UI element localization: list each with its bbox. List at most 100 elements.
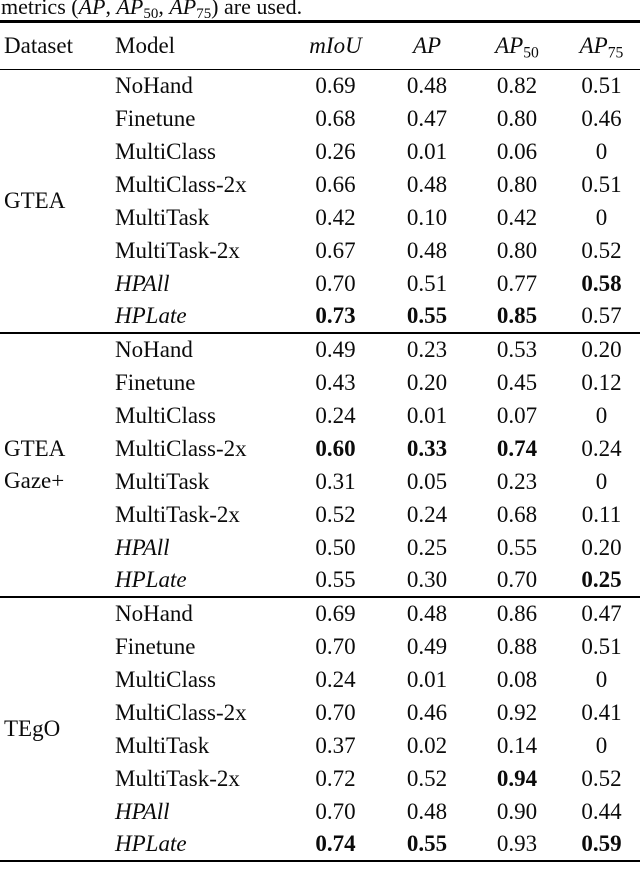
caption-text-prefix: metrics ( xyxy=(1,0,79,19)
ap75-cell: 0.51 xyxy=(581,72,622,98)
ap50-cell: 0.07 xyxy=(496,402,538,428)
miou-cell: 0.70 xyxy=(315,699,356,725)
ap-cell: 0.46 xyxy=(406,699,448,725)
col-header-ap75: AP75 xyxy=(579,32,624,62)
table-row: HPLate 0.55 0.30 0.70 0.25 xyxy=(0,564,640,597)
model-cell: HPAll xyxy=(115,270,170,296)
miou-cell: 0.24 xyxy=(315,666,356,692)
ap50-cell: 0.14 xyxy=(496,732,538,758)
ap-cell: 0.48 xyxy=(406,798,448,824)
col-header-ap: AP xyxy=(412,32,442,58)
miou-cell: 0.69 xyxy=(315,72,356,98)
model-cell: MultiTask-2x xyxy=(115,765,240,791)
miou-cell: 0.69 xyxy=(315,601,356,626)
ap75-cell: 0 xyxy=(595,204,608,230)
model-cell: NoHand xyxy=(115,337,193,362)
ap75-cell: 0.44 xyxy=(581,798,622,824)
table-row: HPAll 0.50 0.25 0.55 0.20 xyxy=(0,531,640,564)
model-cell: MultiTask xyxy=(115,732,210,758)
ap75-cell: 0.24 xyxy=(581,435,622,461)
ap-cell: 0.48 xyxy=(406,72,448,98)
table-row: TEgO NoHand 0.69 0.48 0.86 0.47 xyxy=(0,597,640,741)
ap50-cell: 0.80 xyxy=(496,237,538,263)
model-cell: HPLate xyxy=(115,831,187,856)
model-cell: HPLate xyxy=(115,567,187,592)
table-row: MultiTask-2x 0.52 0.24 0.68 0.11 xyxy=(0,498,640,531)
ap-cell: 0.01 xyxy=(406,666,448,692)
ap50-cell: 0.94 xyxy=(496,765,538,791)
header-row: Dataset Model mIoU AP AP50 AP75 xyxy=(0,23,640,69)
ap-cell: 0.33 xyxy=(406,435,448,461)
dataset-label: GTEA Gaze+ xyxy=(0,333,108,597)
model-cell: Finetune xyxy=(115,633,196,659)
model-cell: MultiTask-2x xyxy=(115,501,240,527)
ap-cell: 0.01 xyxy=(406,402,448,428)
miou-cell: 0.74 xyxy=(315,831,356,856)
caption-separator: , xyxy=(105,0,117,19)
ap-cell: 0.20 xyxy=(406,369,448,395)
ap50-cell: 0.77 xyxy=(496,270,538,296)
table-row: HPAll 0.70 0.51 0.77 0.58 xyxy=(0,267,640,300)
ap50-cell: 0.86 xyxy=(496,601,538,626)
ap75-cell: 0.52 xyxy=(581,765,622,791)
ap75-cell: 0 xyxy=(595,732,608,758)
ap75-cell: 0.46 xyxy=(581,105,622,131)
table-row: MultiTask-2x 0.67 0.48 0.80 0.52 xyxy=(0,234,640,267)
table-row: HPLate 0.73 0.55 0.85 0.57 xyxy=(0,300,640,333)
ap75-cell: 0 xyxy=(595,468,608,494)
dataset-name-line2: Gaze+ xyxy=(4,468,65,493)
ap50-cell: 0.55 xyxy=(496,534,538,560)
table-row: MultiClass 0.26 0.01 0.06 0 xyxy=(0,135,640,168)
ap50-cell: 0.88 xyxy=(496,633,538,659)
miou-cell: 0.73 xyxy=(315,303,356,328)
ap-cell: 0.02 xyxy=(406,732,448,758)
ap75-cell: 0.47 xyxy=(581,601,622,626)
model-cell: MultiClass xyxy=(115,402,216,428)
miou-cell: 0.55 xyxy=(315,567,356,592)
table-row: GTEA Gaze+ NoHand 0.49 0.23 0.53 0.20 xyxy=(0,333,640,493)
dataset-group-tego: TEgO NoHand 0.69 0.48 0.86 0.47 Finetune… xyxy=(0,597,640,861)
caption-metric-ap75: AP75 xyxy=(169,0,212,23)
miou-cell: 0.26 xyxy=(315,138,356,164)
miou-cell: 0.72 xyxy=(315,765,356,791)
dataset-name-line1: TEgO xyxy=(4,716,61,741)
ap75-cell: 0 xyxy=(595,138,608,164)
miou-cell: 0.52 xyxy=(315,501,356,527)
table-top-rule xyxy=(0,20,640,23)
dataset-name-line1: GTEA xyxy=(4,187,66,213)
model-cell: NoHand xyxy=(115,601,193,626)
model-cell: MultiTask-2x xyxy=(115,237,240,263)
model-cell: MultiClass xyxy=(115,666,216,692)
dataset-label: GTEA xyxy=(0,69,108,333)
ap75-cell: 0.20 xyxy=(581,534,622,560)
caption: metrics (AP, AP50, AP75) are used. xyxy=(1,0,640,23)
ap-cell: 0.23 xyxy=(406,337,448,362)
ap50-cell: 0.74 xyxy=(496,435,538,461)
ap50-cell: 0.90 xyxy=(496,798,538,824)
miou-cell: 0.70 xyxy=(315,798,356,824)
ap50-cell: 0.70 xyxy=(496,567,538,592)
ap-cell: 0.30 xyxy=(406,567,448,592)
ap-cell: 0.49 xyxy=(406,633,448,659)
table-row: MultiClass 0.24 0.01 0.08 0 xyxy=(0,663,640,696)
table-row: MultiTask 0.31 0.05 0.23 0 xyxy=(0,465,640,498)
ap50-cell: 0.06 xyxy=(496,138,538,164)
model-cell: Finetune xyxy=(115,105,196,131)
table-row: HPLate 0.74 0.55 0.93 0.59 xyxy=(0,828,640,861)
model-cell: NoHand xyxy=(115,72,193,98)
ap75-cell: 0.57 xyxy=(581,303,622,328)
ap-cell: 0.47 xyxy=(406,105,448,131)
dataset-group-gtea-gaze: GTEA Gaze+ NoHand 0.49 0.23 0.53 0.20 Fi… xyxy=(0,333,640,597)
ap-cell: 0.01 xyxy=(406,138,448,164)
model-cell: MultiTask xyxy=(115,468,210,494)
ap75-cell: 0.51 xyxy=(581,633,622,659)
ap75-cell: 0.20 xyxy=(581,337,622,362)
ap75-cell: 0 xyxy=(595,666,608,692)
table-row: HPAll 0.70 0.48 0.90 0.44 xyxy=(0,795,640,828)
ap75-cell: 0.51 xyxy=(581,171,622,197)
model-cell: MultiClass-2x xyxy=(115,171,247,197)
dataset-label: TEgO xyxy=(0,597,108,861)
miou-cell: 0.66 xyxy=(315,171,356,197)
ap-cell: 0.51 xyxy=(406,270,448,296)
